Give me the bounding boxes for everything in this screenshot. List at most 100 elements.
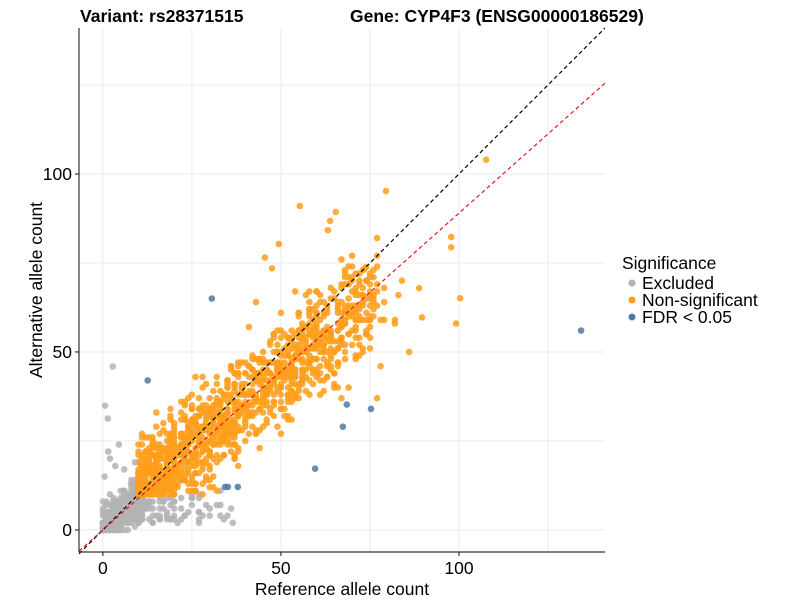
point-fdr-0-05 — [208, 295, 216, 302]
point-non-significant — [249, 423, 256, 431]
point-excluded — [128, 494, 135, 502]
point-excluded — [153, 512, 160, 519]
point-non-significant — [316, 338, 324, 345]
point-non-significant — [270, 412, 278, 420]
point-non-significant — [213, 427, 221, 434]
point-excluded — [177, 494, 185, 502]
point-non-significant — [256, 398, 263, 406]
point-non-significant — [313, 288, 320, 295]
point-non-significant — [398, 277, 406, 285]
point-non-significant — [277, 391, 285, 399]
point-excluded — [112, 462, 119, 470]
point-non-significant — [309, 305, 317, 313]
point-non-significant — [163, 430, 171, 438]
point-non-significant — [306, 377, 313, 384]
point-non-significant — [306, 288, 313, 295]
point-non-significant — [345, 263, 352, 270]
point-non-significant — [327, 330, 335, 338]
point-excluded — [128, 480, 135, 488]
x-tick-label: 50 — [271, 558, 291, 578]
point-non-significant — [249, 402, 256, 409]
point-non-significant — [352, 305, 360, 313]
point-non-significant — [138, 434, 146, 441]
point-non-significant — [188, 476, 196, 484]
point-non-significant — [418, 314, 426, 321]
point-non-significant — [266, 370, 274, 377]
point-excluded — [177, 516, 185, 523]
point-non-significant — [266, 341, 274, 349]
point-excluded — [120, 487, 128, 495]
point-fdr-0-05 — [577, 327, 585, 334]
point-non-significant — [231, 441, 238, 448]
point-non-significant — [149, 451, 156, 459]
point-non-significant — [231, 380, 238, 388]
y-tick-labels: 0 50 100 — [43, 164, 72, 540]
point-non-significant — [348, 341, 356, 349]
point-non-significant — [327, 355, 335, 363]
point-non-significant — [206, 483, 213, 491]
point-non-significant — [334, 359, 342, 366]
point-non-significant — [274, 341, 281, 349]
point-non-significant — [185, 394, 192, 402]
point-non-significant — [370, 305, 377, 313]
point-excluded — [195, 519, 203, 527]
point-non-significant — [153, 409, 160, 416]
point-non-significant — [234, 412, 242, 420]
point-non-significant — [295, 334, 303, 342]
point-non-significant — [281, 370, 288, 377]
point-non-significant — [295, 309, 303, 317]
point-non-significant — [256, 405, 263, 413]
point-non-significant — [296, 202, 304, 210]
point-non-significant — [217, 387, 224, 395]
point-non-significant — [185, 423, 192, 431]
y-tick-label: 100 — [43, 164, 72, 184]
point-non-significant — [227, 362, 235, 370]
point-non-significant — [277, 359, 285, 366]
point-non-significant — [324, 226, 332, 234]
point-non-significant — [299, 380, 306, 388]
point-fdr-0-05 — [339, 423, 347, 431]
point-excluded — [188, 501, 196, 509]
point-non-significant — [373, 234, 381, 242]
point-non-significant — [156, 455, 164, 463]
point-non-significant — [345, 330, 352, 338]
point-excluded — [149, 519, 156, 527]
point-fdr-0-05 — [343, 401, 351, 408]
legend-key-excluded — [628, 279, 636, 287]
point-non-significant — [181, 416, 189, 423]
points-layer — [99, 156, 585, 534]
point-excluded — [104, 415, 112, 422]
point-non-significant — [245, 373, 253, 381]
point-non-significant — [377, 362, 384, 370]
point-non-significant — [274, 423, 281, 431]
point-non-significant — [405, 348, 413, 356]
legend-key-non-significant — [628, 296, 636, 304]
point-non-significant — [334, 384, 342, 391]
point-non-significant — [281, 352, 288, 359]
point-non-significant — [291, 366, 299, 374]
point-non-significant — [359, 284, 367, 292]
point-non-significant — [359, 291, 367, 299]
point-non-significant — [156, 430, 164, 438]
point-non-significant — [261, 254, 269, 261]
point-non-significant — [277, 309, 285, 317]
point-non-significant — [482, 156, 490, 163]
point-non-significant — [338, 316, 345, 324]
point-non-significant — [370, 313, 377, 320]
point-non-significant — [181, 437, 189, 445]
point-non-significant — [338, 394, 345, 402]
point-non-significant — [156, 480, 164, 488]
point-non-significant — [242, 437, 249, 445]
point-non-significant — [274, 384, 281, 391]
point-non-significant — [199, 423, 206, 431]
point-excluded — [113, 526, 121, 534]
point-non-significant — [238, 402, 246, 409]
point-non-significant — [380, 298, 388, 306]
point-fdr-0-05 — [367, 405, 375, 413]
point-non-significant — [220, 412, 228, 420]
point-non-significant — [210, 434, 217, 441]
point-excluded — [124, 526, 132, 534]
point-non-significant — [270, 398, 278, 406]
point-non-significant — [313, 355, 320, 363]
